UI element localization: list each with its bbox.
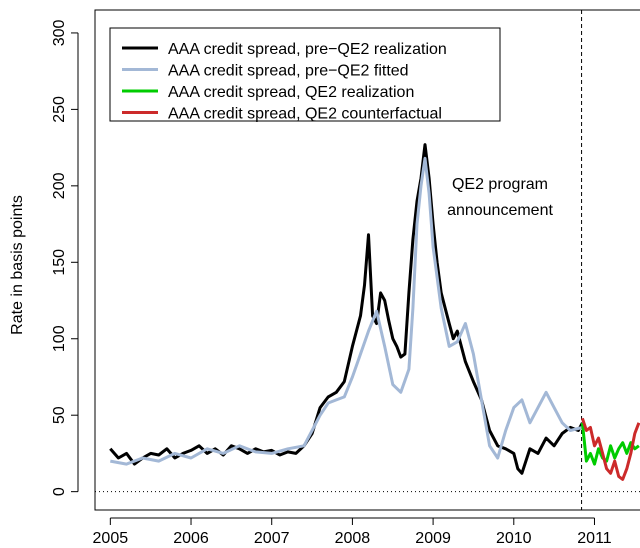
legend-label: AAA credit spread, QE2 counterfactual	[168, 106, 442, 123]
x-tick-label: 2007	[254, 530, 290, 547]
y-tick-label: 250	[51, 96, 68, 123]
series-line	[580, 417, 640, 481]
y-tick-label: 150	[51, 249, 68, 276]
x-tick-label: 2005	[93, 530, 129, 547]
plot-area	[95, 10, 640, 510]
legend-label: AAA credit spread, pre−QE2 realization	[168, 41, 447, 58]
x-tick-label: 2011	[577, 530, 612, 547]
x-tick-label: 2006	[173, 530, 209, 547]
y-tick-label: 50	[51, 406, 68, 424]
legend-label: AAA credit spread, QE2 realization	[168, 84, 414, 101]
annotation: announcement	[447, 202, 553, 219]
x-tick-label: 2010	[496, 530, 532, 547]
x-tick-label: 2009	[415, 530, 451, 547]
y-tick-label: 0	[51, 487, 68, 496]
plot-frame	[94, 9, 640, 511]
y-tick-label: 200	[51, 172, 68, 199]
series-line	[110, 156, 583, 466]
y-axis-label: Rate in basis points	[9, 195, 26, 335]
x-tick-label: 2008	[335, 530, 371, 547]
series-line	[109, 143, 584, 475]
legend-label: AAA credit spread, pre−QE2 fitted	[168, 63, 409, 80]
annotation: QE2 program	[452, 176, 548, 193]
y-tick-label: 300	[51, 19, 68, 46]
y-tick-label: 100	[51, 325, 68, 352]
legend-box	[109, 27, 501, 122]
series-line	[580, 422, 640, 466]
